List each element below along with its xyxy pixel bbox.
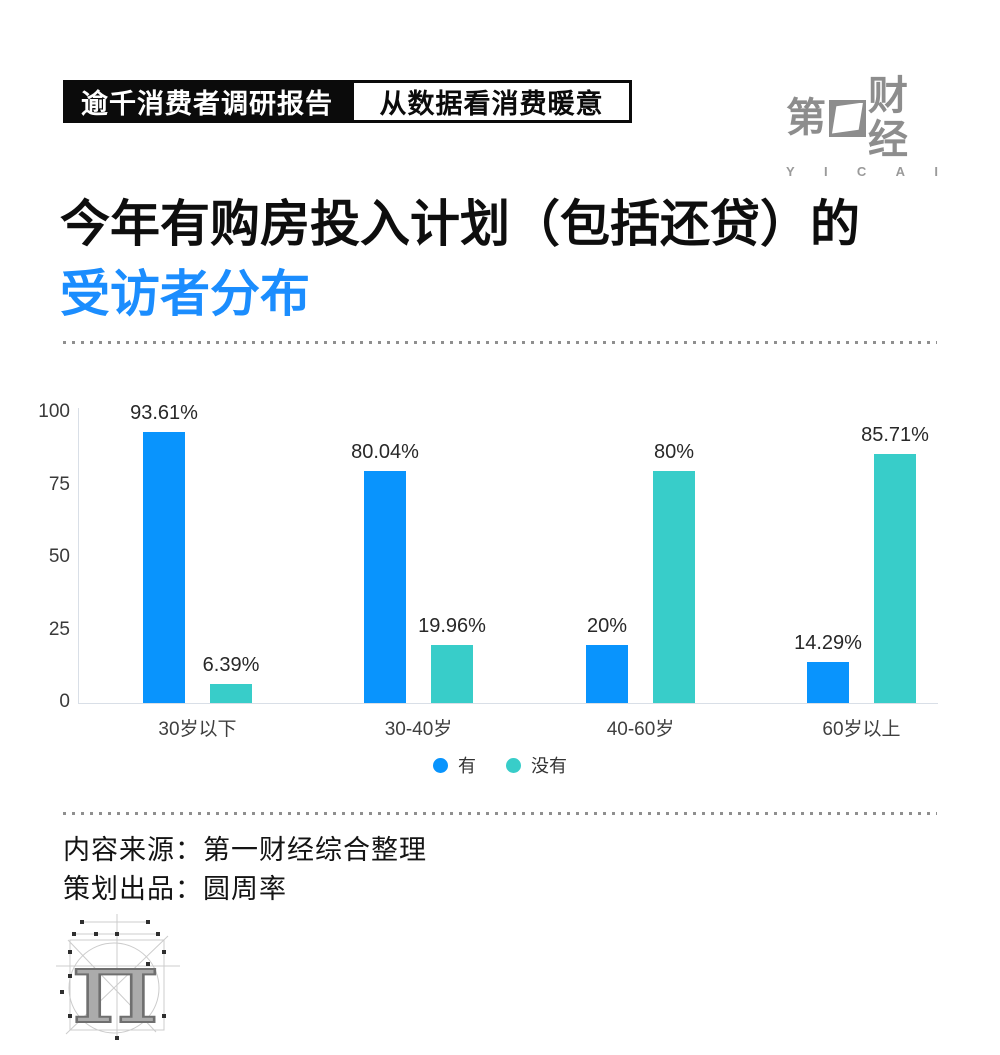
legend-dot-icon — [506, 757, 521, 773]
pi-logo-handles — [60, 920, 166, 1040]
page-title-line2: 受访者分布 — [60, 266, 310, 322]
producer-line: 策划出品：圆周率 — [63, 874, 287, 904]
dotted-divider-bottom — [63, 812, 937, 815]
y-axis-tick-label: 50 — [48, 546, 70, 567]
bar-chart-plot-area — [78, 408, 938, 704]
bar-没有-40-60岁 — [653, 471, 695, 703]
pi-symbol: π — [71, 928, 159, 1046]
bar-有-30岁以下 — [143, 431, 185, 703]
legend-label: 没有 — [531, 756, 567, 776]
bar-value-label: 93.61% — [130, 401, 198, 424]
yicai-logo-cn-left: 第 — [786, 96, 827, 140]
yicai-latin-letter: I — [934, 164, 938, 179]
bar-有-40-60岁 — [586, 645, 628, 703]
report-badge: 逾千消费者调研报告 — [63, 80, 351, 123]
x-axis-category-label: 40-60岁 — [606, 719, 675, 740]
bar-没有-60岁以上 — [874, 454, 916, 703]
bar-value-label: 20% — [586, 615, 628, 637]
legend-dot-icon — [433, 757, 448, 773]
bar-value-label: 6.39% — [202, 654, 260, 677]
legend-label: 有 — [458, 756, 476, 776]
bar-有-60岁以上 — [807, 661, 849, 703]
yicai-diamond-icon — [829, 99, 866, 137]
pi-logo-sketch-lines — [56, 914, 180, 1040]
content-source-line: 内容来源：第一财经综合整理 — [63, 835, 427, 865]
y-axis-tick-label: 100 — [38, 401, 70, 422]
bar-value-label: 80.04% — [351, 440, 419, 463]
chart-legend: 有 没有 — [0, 752, 1000, 778]
yicai-latin-letter: C — [856, 164, 867, 179]
legend-item-有: 有 — [433, 752, 476, 778]
yicai-logo-cn-right: 财经 — [868, 74, 909, 162]
y-axis-tick-label: 25 — [48, 618, 70, 640]
bar-有-30-40岁 — [364, 470, 406, 703]
yicai-logo-cn: 第 财经 — [786, 74, 946, 162]
x-axis-category-label: 30-40岁 — [384, 719, 453, 740]
yicai-latin-letter: Y — [786, 164, 795, 179]
bar-value-label: 14.29% — [794, 631, 862, 654]
yicai-latin-letter: I — [823, 164, 828, 179]
x-axis-category-label: 30岁以下 — [158, 719, 237, 740]
yicai-latin-letter: A — [895, 164, 906, 179]
bar-没有-30-40岁 — [431, 645, 473, 703]
page-title-line1: 今年有购房投入计划（包括还贷）的 — [60, 196, 860, 252]
bar-没有-30岁以下 — [210, 684, 252, 703]
pi-logo: π — [56, 914, 180, 1046]
bar-value-label: 80% — [653, 441, 695, 463]
legend-item-没有: 没有 — [506, 752, 567, 778]
yicai-logo: 第 财经 Y I C A I — [786, 74, 946, 179]
bar-value-label: 85.71% — [861, 424, 929, 447]
dotted-divider-top — [63, 341, 937, 344]
bar-value-label: 19.96% — [418, 615, 486, 638]
y-axis-tick-label: 0 — [59, 691, 70, 712]
x-axis-category-label: 60岁以上 — [822, 719, 901, 740]
y-axis-tick-label: 75 — [48, 473, 70, 495]
subtitle-badge: 从数据看消费暖意 — [351, 80, 632, 123]
